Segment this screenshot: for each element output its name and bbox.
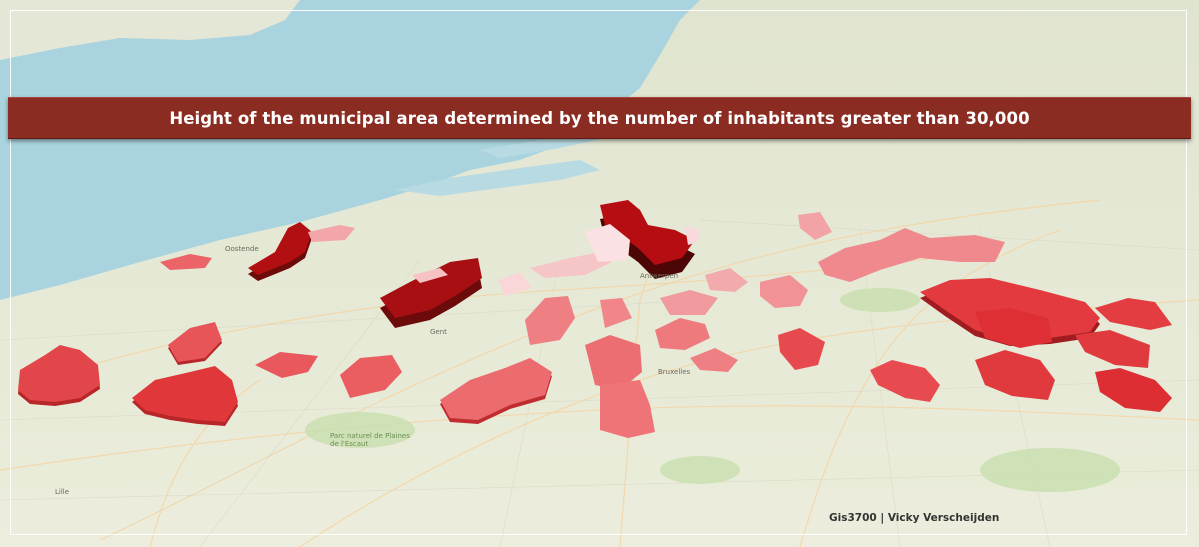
municipality [380, 258, 482, 318]
map-label-park: Parc naturel de Plaines de l'Escaut [330, 432, 410, 448]
municipality [818, 228, 1005, 282]
municipality [255, 352, 318, 378]
municipality [132, 366, 238, 422]
municipality [1095, 298, 1172, 330]
forest-areas [305, 288, 1120, 492]
municipality [798, 212, 832, 240]
municipality [168, 322, 222, 362]
municipalities [18, 200, 1172, 438]
municipality [690, 348, 738, 372]
map-label-antwerpen: Antwerpen [640, 272, 679, 280]
municipality [600, 200, 695, 265]
municipality [1095, 368, 1172, 412]
municipality [600, 380, 655, 438]
municipality [412, 268, 448, 283]
municipality [585, 224, 630, 262]
municipality [600, 298, 632, 328]
title-banner: Height of the municipal area determined … [8, 97, 1191, 139]
municipality [660, 290, 718, 315]
municipality [308, 225, 355, 242]
municipality [870, 360, 940, 402]
municipality [760, 275, 808, 308]
municipality [440, 358, 552, 420]
municipality [655, 318, 710, 350]
map-label-bruxelles: Bruxelles [658, 368, 691, 376]
map-label-gent: Gent [430, 328, 447, 336]
municipality [18, 345, 100, 402]
map-label-oostende: Oostende [225, 245, 259, 253]
municipality [498, 272, 532, 296]
municipality [975, 308, 1052, 348]
municipality [248, 222, 312, 275]
municipality [975, 350, 1055, 400]
map-title: Height of the municipal area determined … [169, 108, 1030, 128]
municipality [340, 355, 402, 398]
municipality [525, 296, 575, 345]
municipality [705, 268, 748, 292]
municipality [1075, 330, 1150, 368]
land-england [0, 0, 300, 60]
municipality [585, 335, 642, 390]
municipality [685, 226, 700, 245]
municipality [778, 328, 825, 370]
municipality [530, 252, 612, 278]
estuary [395, 160, 600, 196]
credit-text: Gis3700 | Vicky Verscheijden [829, 512, 1000, 524]
map-label-lille: Lille [55, 488, 70, 496]
municipality [160, 254, 212, 270]
